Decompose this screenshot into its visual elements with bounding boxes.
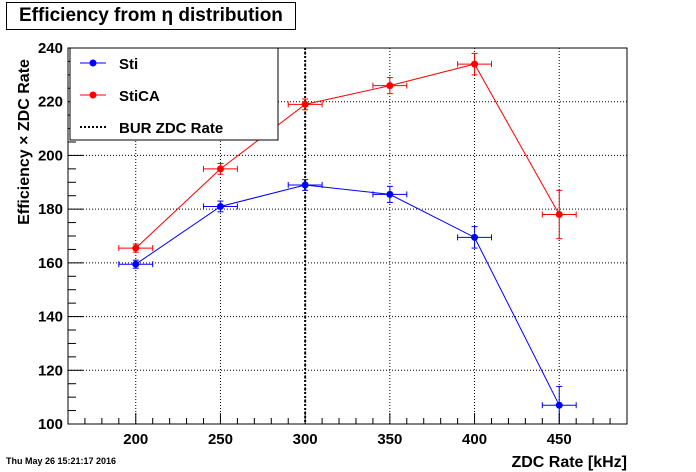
data-point-sti: [555, 401, 563, 409]
data-point-stica: [132, 244, 140, 252]
x-tick-label: 200: [123, 431, 148, 448]
data-point-stica: [471, 60, 479, 68]
data-point-sti: [216, 202, 224, 210]
data-point-stica: [301, 100, 309, 108]
legend: Sti StiCA BUR ZDC Rate: [69, 47, 279, 141]
legend-marker-sti: [89, 59, 97, 67]
data-point-sti: [471, 233, 479, 241]
series-line-sti: [135, 184, 560, 406]
timestamp: Thu May 26 15:21:17 2016: [6, 456, 117, 466]
y-tick-label: 140: [38, 309, 63, 326]
x-tick-label: 450: [547, 431, 572, 448]
x-tick-label: 400: [462, 431, 487, 448]
data-point-sti: [132, 260, 140, 268]
y-tick-label: 220: [38, 94, 63, 111]
tick-layer: 200 250 300 350 400 450 100 120 140 160 180 200 220 2…: [38, 40, 572, 448]
y-axis-label: Efficiency × ZDC Rate: [16, 59, 33, 225]
chart-title: Efficiency from η distribution: [6, 2, 296, 30]
y-tick-label: 240: [38, 40, 63, 57]
data-point-sti: [301, 181, 309, 189]
y-tick-label: 160: [38, 255, 63, 272]
legend-label-sti: Sti: [119, 56, 138, 73]
legend-label-stica: StiCA: [119, 88, 160, 105]
y-tick-label: 120: [38, 362, 63, 379]
data-point-sti: [386, 190, 394, 198]
x-tick-label: 350: [377, 431, 402, 448]
legend-label-bur: BUR ZDC Rate: [119, 120, 223, 137]
legend-marker-stica: [89, 91, 97, 99]
data-point-stica: [555, 211, 563, 219]
data-point-stica: [386, 82, 394, 90]
x-tick-label: 300: [293, 431, 318, 448]
y-tick-label: 200: [38, 147, 63, 164]
y-tick-label: 180: [38, 201, 63, 218]
x-axis-label: ZDC Rate [kHz]: [511, 454, 627, 471]
x-tick-label: 250: [208, 431, 233, 448]
series-line-stica: [135, 63, 560, 249]
data-point-stica: [216, 165, 224, 173]
series-layer: [118, 52, 577, 425]
y-tick-label: 100: [38, 416, 63, 433]
plot-frame: [67, 47, 628, 425]
